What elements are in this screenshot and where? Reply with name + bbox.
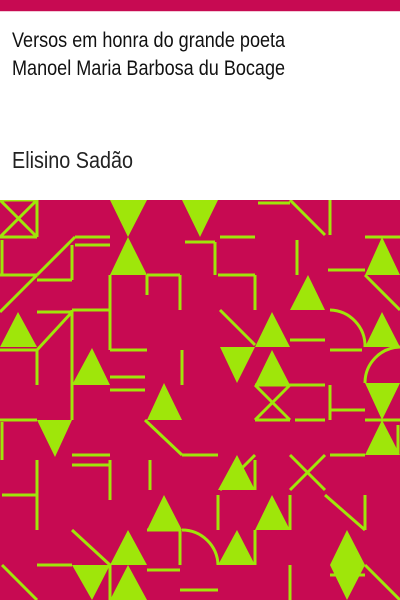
pattern-line [35,310,74,352]
pattern-triangle [330,530,365,565]
pattern-line [70,528,112,567]
pattern-triangle [147,495,182,530]
pattern-line [363,273,400,312]
pattern-triangle [147,383,182,420]
pattern-triangle [218,530,255,565]
pattern-arc [329,308,367,348]
pattern-triangle [330,565,365,600]
pattern-triangle [365,312,400,347]
pattern-line [143,418,184,457]
pattern-arc [181,528,220,566]
pattern-line [0,273,39,314]
pattern-triangle [220,347,255,383]
pattern-triangle [255,312,290,347]
pattern-triangle [110,237,147,275]
pattern-line [35,235,77,277]
pattern-triangle [182,200,218,237]
pattern-triangle [255,495,290,530]
pattern-arc [363,345,400,384]
pattern-triangle [365,237,400,275]
pattern-triangle [290,275,325,310]
pattern-line [253,383,292,422]
pattern-triangle [72,348,110,385]
pattern-line [288,453,327,492]
pattern-triangle [37,420,72,457]
cover-art-background [0,200,400,600]
pattern-line [324,493,366,532]
pattern-triangle [365,420,400,455]
pattern-triangle [365,383,400,420]
pattern-triangle [0,312,37,347]
book-title-line-2: Manoel Maria Barbosa du Bocage [12,57,286,80]
pattern-triangle [72,565,110,600]
pattern-triangle [255,350,290,385]
book-title: Versos em honra do grande poeta Manoel M… [12,27,339,83]
book-title-line-1: Versos em honra do grande poeta [12,29,286,52]
pattern-line [218,308,257,347]
pattern-triangle [218,455,255,490]
pattern-line [363,563,400,600]
pattern-line [0,563,39,600]
pattern-line [0,200,39,239]
book-author: Elisino Sadão [12,147,133,173]
top-color-bar [0,0,400,11]
pattern-triangle [110,200,147,237]
pattern-triangle [110,565,147,600]
cover-art-pattern [0,200,400,600]
top-divider [0,11,400,12]
pattern-triangle [110,530,147,565]
pattern-line [288,200,327,237]
